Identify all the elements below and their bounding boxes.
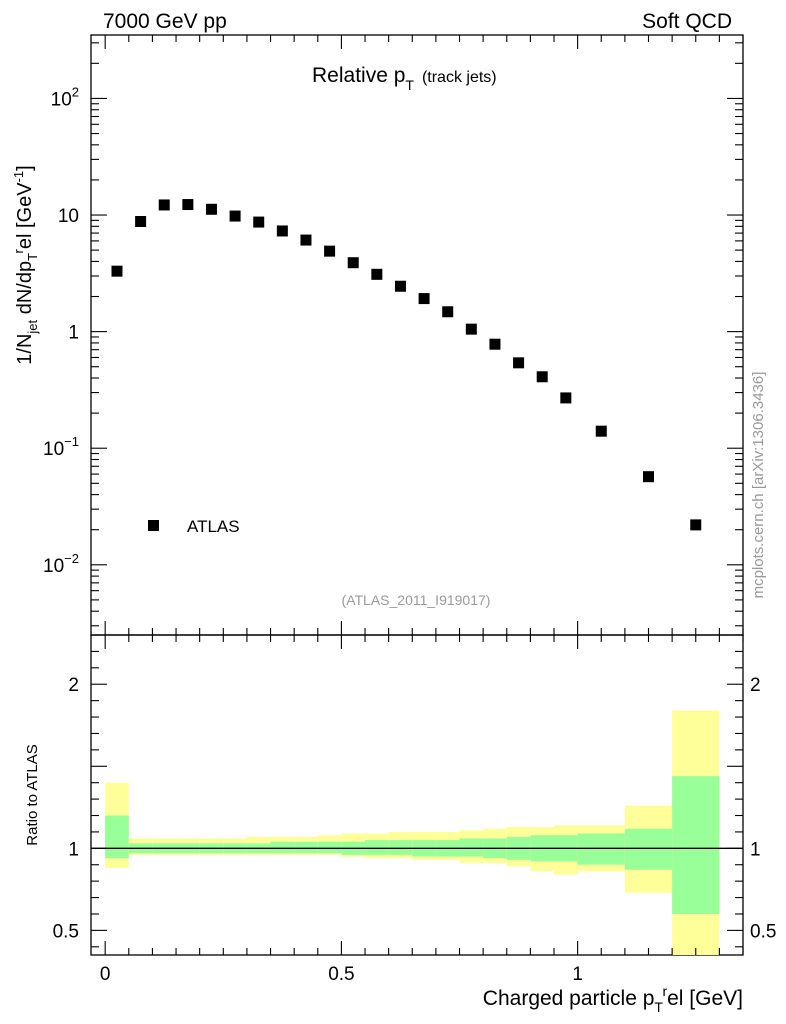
data-point <box>371 268 383 280</box>
legend-label-atlas: ATLAS <box>187 517 240 536</box>
plot-title-subscript: T <box>405 77 414 93</box>
stat-band-bin <box>624 828 673 870</box>
data-point <box>394 280 406 292</box>
data-point <box>158 199 170 211</box>
ratio-y-tick-label-right: 0.5 <box>750 921 776 942</box>
stat-band-bin <box>577 833 625 865</box>
data-point <box>253 216 265 228</box>
data-point <box>690 519 702 531</box>
plot-title: Relative pT (track jets) <box>312 64 497 93</box>
data-point <box>536 371 548 383</box>
data-point <box>643 471 655 483</box>
data-point <box>300 234 312 246</box>
stat-band-bin <box>388 840 413 855</box>
ratio-y-tick-label-right: 2 <box>750 675 761 696</box>
stat-band-bin <box>317 841 342 854</box>
data-point <box>205 203 217 215</box>
data-point <box>513 357 525 369</box>
stat-band-bin <box>294 841 318 854</box>
y-tick-label: 10−1 <box>43 434 79 460</box>
data-point <box>465 323 477 335</box>
ratio-y-tick-label-right: 1 <box>750 839 761 860</box>
y-tick-label: 102 <box>51 84 79 110</box>
stat-band-bin <box>459 838 484 857</box>
ratio-plot-frame <box>90 634 744 956</box>
stat-band-bin <box>365 840 389 855</box>
main-plot-frame <box>90 34 744 636</box>
ratio-y-tick-label-left: 2 <box>68 675 79 696</box>
data-point <box>418 293 430 305</box>
data-point <box>182 199 194 211</box>
x-tick-label: 0 <box>100 964 111 985</box>
y-tick-label: 10−2 <box>43 551 79 577</box>
y-axis-label: 1/Njet dN/dpTrel [GeV-1] <box>11 165 40 364</box>
plot-title-main: Relative p <box>312 64 405 87</box>
ratio-y-axis-label: Ratio to ATLAS <box>24 744 41 845</box>
stat-band-bin <box>672 776 720 914</box>
data-point <box>595 425 607 437</box>
analysis-tag: (ATLAS_2011_I919017) <box>342 592 491 608</box>
ratio-y-tick-label-left: 1 <box>68 839 79 860</box>
data-markers <box>111 199 702 531</box>
data-point <box>135 215 147 227</box>
side-label: mcplots.cern.ch [arXiv:1306.3436] <box>750 372 767 599</box>
data-point <box>324 245 336 257</box>
ratio-y-tick-label-left: 0.5 <box>53 921 79 942</box>
x-tick-label: 0.5 <box>328 964 354 985</box>
data-point <box>276 225 288 237</box>
y-tick-label: 10 <box>58 206 79 227</box>
axis-ticks: 0 0.5 1 10−2 10−1 1 10 102 0.5 0.5 1 1 2 2 <box>43 35 776 985</box>
x-axis-label: Charged particle pTrel [GeV] <box>483 983 743 1015</box>
stat-band-bin <box>105 815 129 859</box>
header-right: Soft QCD <box>642 10 732 33</box>
data-point <box>560 392 572 404</box>
legend-marker-atlas <box>148 520 159 531</box>
stat-band-bin <box>270 841 295 854</box>
x-tick-label: 1 <box>572 964 583 985</box>
plot-title-note: (track jets) <box>422 69 497 86</box>
data-point <box>442 306 454 318</box>
header-left: 7000 GeV pp <box>103 10 227 33</box>
data-point <box>229 210 241 222</box>
data-point <box>489 338 501 350</box>
data-point <box>347 257 359 269</box>
ratio-bands <box>105 710 720 955</box>
y-tick-label: 1 <box>68 323 79 344</box>
data-point <box>111 265 123 277</box>
